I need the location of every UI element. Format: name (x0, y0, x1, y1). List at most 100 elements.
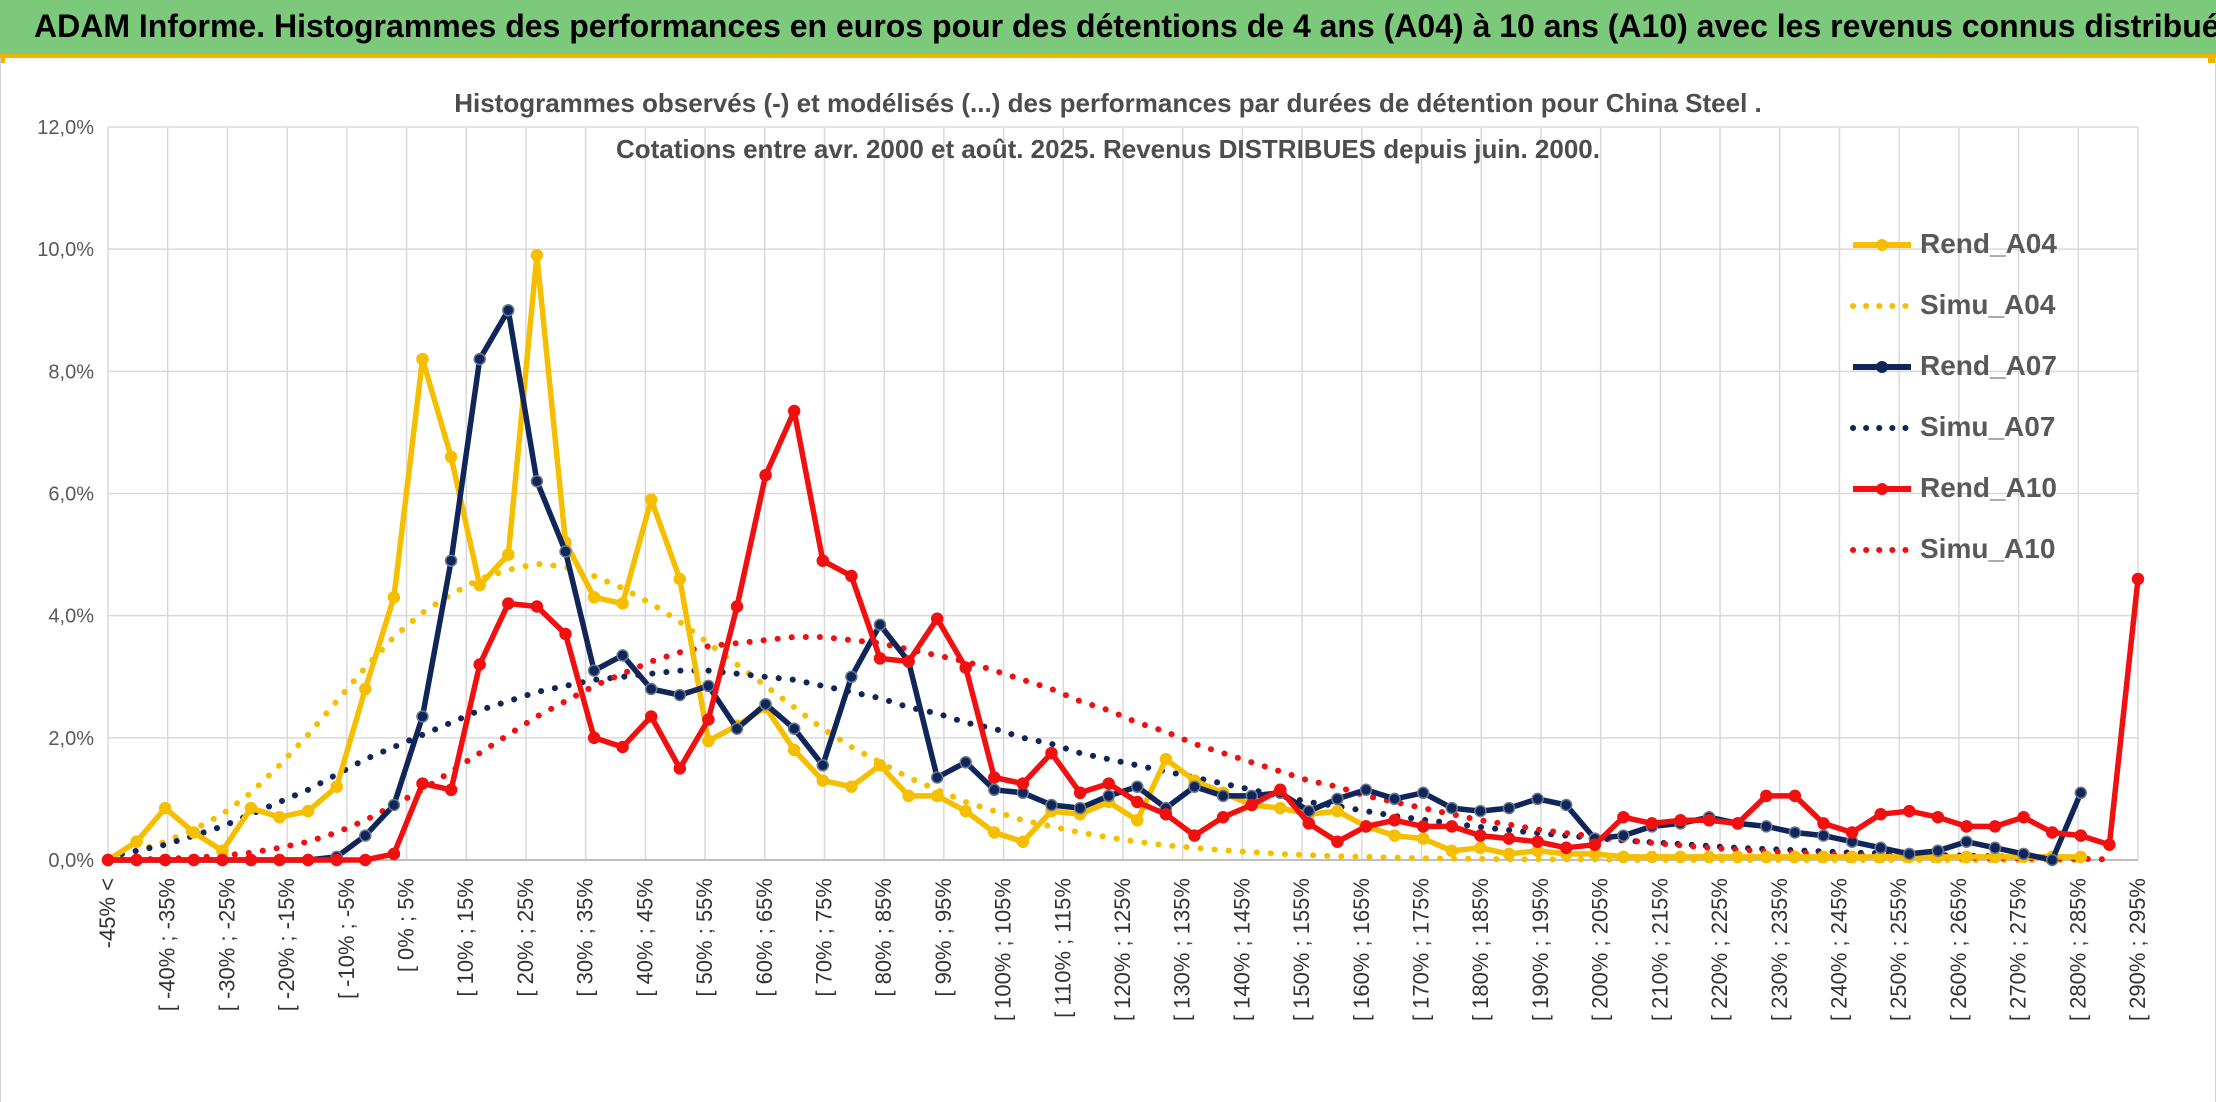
data-point-rend-a10 (1331, 835, 1344, 848)
data-point-rend-a07 (444, 554, 458, 567)
legend-swatch-simu-a10 (1850, 547, 1914, 553)
data-point-rend-a10 (759, 468, 772, 482)
data-point-rend-a10 (158, 853, 172, 867)
data-point-rend-a04 (816, 774, 830, 787)
data-point-rend-a10 (1159, 807, 1173, 821)
chart-legend: Rend_A04 Simu_A04 Rend_A07 Simu_A07 Rend_A10… (1850, 228, 2150, 594)
data-point-rend-a10 (1073, 786, 1087, 800)
data-point-rend-a10 (301, 853, 315, 867)
data-point-rend-a10 (1045, 746, 1058, 760)
data-point-rend-a07 (530, 475, 544, 488)
data-point-rend-a07 (1559, 798, 1573, 812)
legend-swatch-rend-a07 (1853, 361, 1911, 373)
data-point-rend-a10 (673, 762, 687, 775)
legend-item-simu-a10: Simu_A10 (1850, 533, 2150, 594)
data-point-rend-a07 (1188, 780, 1201, 793)
data-point-rend-a04 (845, 780, 858, 793)
data-point-rend-a04 (1788, 850, 1802, 864)
data-point-rend-a04 (473, 578, 486, 592)
data-point-rend-a04 (330, 780, 343, 793)
x-tick-label: [ 250% ; 255% (1886, 878, 1911, 1021)
data-point-rend-a10 (1359, 820, 1373, 833)
data-point-rend-a10 (1588, 838, 1602, 851)
data-point-rend-a04 (1388, 829, 1401, 842)
data-point-rend-a07 (1131, 780, 1144, 793)
x-tick-label: [ 270% ; 275% (2006, 878, 2031, 1021)
x-tick-label: [ 50% ; 55% (692, 878, 717, 997)
data-point-rend-a10 (902, 655, 915, 668)
data-point-rend-a07 (1302, 804, 1316, 818)
data-point-rend-a10 (1102, 777, 1115, 790)
data-point-rend-a04 (1502, 847, 1516, 861)
legend-label-simu-a07: Simu_A07 (1920, 411, 2056, 442)
data-point-rend-a10 (1845, 826, 1859, 839)
data-point-rend-a07 (673, 688, 687, 702)
x-tick-label: [ 230% ; 235% (1767, 878, 1792, 1021)
data-point-rend-a07 (1931, 844, 1945, 858)
data-point-rend-a07 (1788, 826, 1802, 839)
data-point-rend-a07 (2045, 853, 2059, 867)
data-point-rend-a07 (616, 649, 629, 662)
data-point-rend-a04 (1274, 801, 1287, 815)
data-point-rend-a07 (473, 352, 486, 366)
x-tick-label: [ 240% ; 245% (1826, 878, 1851, 1021)
data-point-rend-a04 (1016, 835, 1030, 848)
data-point-rend-a04 (1331, 804, 1344, 818)
series-line-simu-a04 (105, 560, 2084, 863)
data-point-rend-a04 (1760, 850, 1773, 864)
data-point-rend-a10 (1502, 832, 1516, 845)
x-tick-label: [ 220% ; 225% (1707, 878, 1732, 1021)
data-point-rend-a07 (1988, 841, 2002, 855)
series-line-rend-a07 (108, 307, 2084, 863)
data-point-rend-a07 (644, 682, 658, 696)
x-tick-label: [ 150% ; 155% (1289, 878, 1314, 1021)
data-point-rend-a04 (902, 789, 915, 803)
x-tick-label: [ 130% ; 135% (1170, 878, 1195, 1021)
data-point-rend-a07 (816, 759, 830, 772)
data-point-rend-a07 (1960, 835, 1973, 848)
data-point-rend-a07 (387, 798, 401, 812)
data-point-rend-a04 (530, 249, 544, 262)
data-point-rend-a10 (959, 661, 972, 674)
x-tick-label: [ 110% ; 115% (1050, 878, 1075, 1018)
data-point-rend-a10 (1702, 814, 1716, 827)
legend-label-rend-a07: Rend_A07 (1920, 350, 2057, 381)
data-point-rend-a04 (1416, 832, 1430, 845)
data-point-rend-a07 (1531, 792, 1544, 806)
x-tick-label: [ 140% ; 145% (1229, 878, 1254, 1021)
x-tick-label: [ 30% ; 35% (573, 878, 598, 997)
data-point-rend-a10 (1445, 820, 1459, 833)
data-point-rend-a04 (2074, 850, 2088, 864)
data-point-rend-a07 (502, 304, 515, 317)
data-point-rend-a10 (359, 853, 372, 867)
y-tick-label: 10,0% (37, 239, 94, 261)
data-point-rend-a10 (616, 740, 629, 754)
x-tick-label: -45% < (95, 878, 120, 948)
axis-layer: 0,0% 2,0% 4,0% 6,0% 8,0% 10,0% 12,0% -45% < [ -4… (37, 117, 2150, 1021)
banner-corner-right (2208, 58, 2216, 63)
data-point-rend-a10 (559, 627, 572, 641)
data-point-rend-a07 (1416, 786, 1430, 800)
data-point-rend-a10 (1245, 798, 1258, 812)
data-point-rend-a10 (244, 853, 258, 867)
legend-swatch-rend-a04 (1853, 239, 1911, 251)
x-tick-label: [ 120% ; 125% (1110, 878, 1135, 1021)
data-point-rend-a04 (444, 450, 458, 464)
legend-item-rend-a10: Rend_A10 (1850, 472, 2150, 533)
legend-item-simu-a07: Simu_A07 (1850, 411, 2150, 472)
data-point-rend-a07 (1502, 801, 1516, 815)
data-point-rend-a04 (1474, 841, 1487, 855)
banner-corner-left (0, 58, 5, 63)
data-point-rend-a04 (587, 591, 601, 604)
x-tick-label: [ 280% ; 285% (2065, 878, 2090, 1021)
data-point-rend-a04 (959, 804, 972, 818)
data-point-rend-a04 (1131, 814, 1144, 827)
data-point-rend-a10 (387, 847, 401, 861)
grid-layer (107, 126, 2139, 861)
data-point-rend-a10 (2017, 810, 2030, 824)
data-point-rend-a10 (1645, 817, 1659, 830)
data-point-rend-a10 (1817, 817, 1830, 830)
data-point-rend-a04 (1817, 850, 1830, 864)
data-point-rend-a10 (644, 710, 658, 723)
x-tick-label: [ -40% ; -35% (155, 878, 180, 1011)
